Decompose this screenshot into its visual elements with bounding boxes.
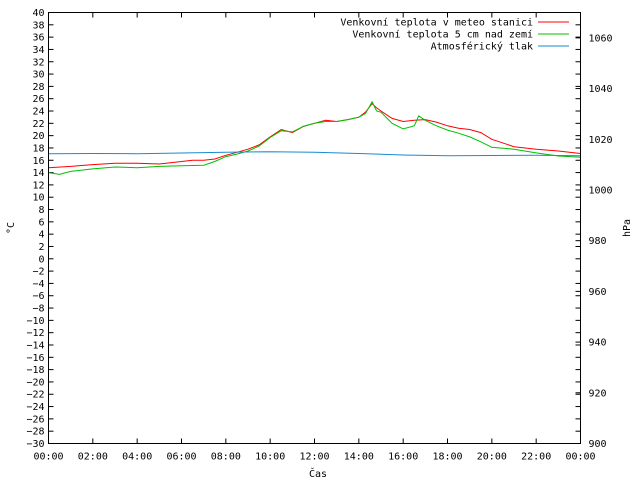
left-tick-label: 4 (38, 230, 44, 241)
left-tick-label: −8 (32, 304, 44, 315)
right-tick-label: 900 (589, 439, 607, 450)
right-tick-label: 940 (589, 338, 607, 349)
left-tick-label: 10 (32, 193, 44, 204)
x-tick-label: 02:00 (78, 452, 108, 463)
left-tick-label: −22 (26, 390, 44, 401)
x-axis-ticks: 00:00 02:00 04:00 06:00 08:00 10:00 12:00 14:00… (33, 12, 596, 463)
left-tick-label: 40 (32, 8, 44, 19)
x-tick-label: 20:00 (477, 452, 507, 463)
legend-label: Venkovní teplota v meteo stanici (340, 17, 533, 29)
legend-label: Atmosférický tlak (431, 41, 533, 53)
x-tick-label: 22:00 (521, 452, 551, 463)
x-tick-label: 00:00 (565, 452, 595, 463)
right-tick-label: 1060 (589, 33, 613, 44)
left-tick-label: 26 (32, 94, 44, 105)
left-tick-label: 22 (32, 119, 44, 130)
left-tick-label: 20 (32, 131, 44, 142)
left-tick-label: −30 (26, 439, 44, 450)
right-tick-label: 920 (589, 388, 607, 399)
x-tick-label: 16:00 (388, 452, 418, 463)
left-tick-label: 30 (32, 70, 44, 81)
x-tick-label: 14:00 (344, 452, 374, 463)
left-tick-label: −18 (26, 365, 44, 376)
legend-label: Venkovní teplota 5 cm nad zemí (352, 29, 533, 41)
left-tick-label: 6 (38, 217, 44, 228)
left-tick-label: 38 (32, 20, 44, 31)
series-lines (48, 100, 581, 175)
left-tick-label: 16 (32, 156, 44, 167)
left-tick-label: −6 (32, 291, 44, 302)
left-axis-label: °C (6, 222, 17, 234)
x-tick-label: 10:00 (255, 452, 285, 463)
left-tick-label: −12 (26, 328, 44, 339)
x-tick-label: 00:00 (33, 452, 63, 463)
right-tick-label: 1020 (589, 135, 613, 146)
left-tick-label: −28 (26, 427, 44, 438)
right-tick-label: 980 (589, 236, 607, 247)
left-tick-label: −24 (26, 402, 44, 413)
left-tick-label: −16 (26, 353, 44, 364)
left-axis-ticks: 4038363432302826242220181614121086420−2−… (26, 8, 581, 450)
x-tick-label: 06:00 (166, 452, 196, 463)
left-tick-label: −14 (26, 340, 44, 351)
series-line-2 (48, 151, 581, 157)
left-tick-label: −10 (26, 316, 44, 327)
x-tick-label: 18:00 (432, 452, 462, 463)
legend: Venkovní teplota v meteo staniciVenkovní… (340, 17, 569, 53)
left-tick-label: 34 (32, 45, 44, 56)
plot-frame (48, 12, 581, 444)
x-axis-label: Čas (309, 467, 327, 480)
left-tick-label: 0 (38, 254, 44, 265)
left-tick-label: −2 (32, 267, 44, 278)
left-tick-label: −26 (26, 414, 44, 425)
right-tick-label: 960 (589, 287, 607, 298)
right-tick-label: 1000 (589, 185, 613, 196)
right-tick-label: 1040 (589, 84, 613, 95)
left-tick-label: 18 (32, 143, 44, 154)
left-tick-label: 12 (32, 180, 44, 191)
left-tick-label: −20 (26, 377, 44, 388)
left-tick-label: −4 (32, 279, 44, 290)
right-axis-ticks: 1060 1040 1020 1000 980 960 940 920 900 (575, 33, 613, 450)
left-tick-label: 2 (38, 242, 44, 253)
left-tick-label: 24 (32, 107, 44, 118)
series-line-1 (48, 100, 581, 175)
left-tick-label: 28 (32, 82, 44, 93)
left-tick-label: 36 (32, 33, 44, 44)
x-tick-label: 08:00 (211, 452, 241, 463)
right-axis-label: hPa (622, 219, 633, 237)
left-tick-label: 32 (32, 57, 44, 68)
left-tick-label: 8 (38, 205, 44, 216)
x-tick-label: 04:00 (122, 452, 152, 463)
x-tick-label: 12:00 (299, 452, 329, 463)
left-tick-label: 14 (32, 168, 44, 179)
